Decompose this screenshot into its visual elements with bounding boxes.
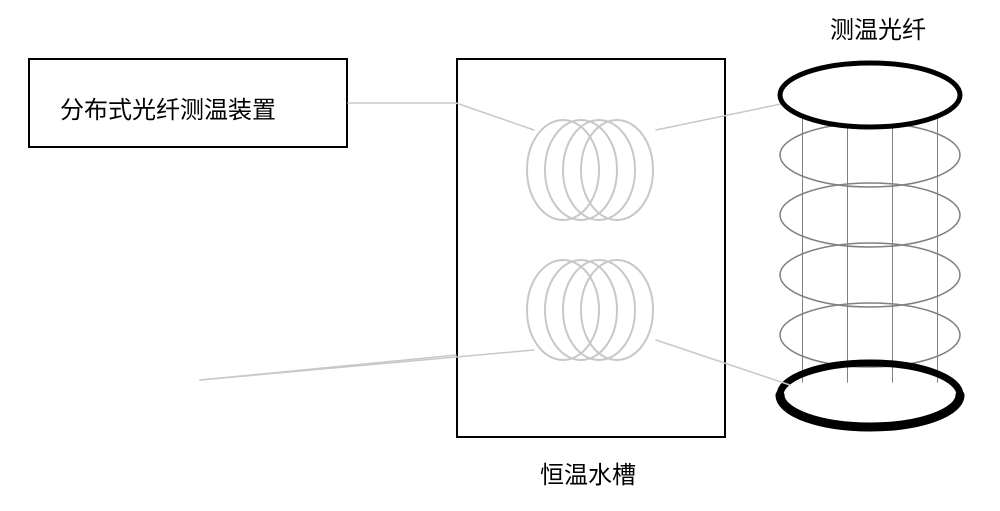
- fiber-label: 测温光纤: [830, 10, 926, 45]
- device-label: 分布式光纤测温装置: [60, 90, 276, 125]
- waterbath-box: [456, 58, 726, 438]
- waterbath-label: 恒温水槽: [540, 455, 636, 490]
